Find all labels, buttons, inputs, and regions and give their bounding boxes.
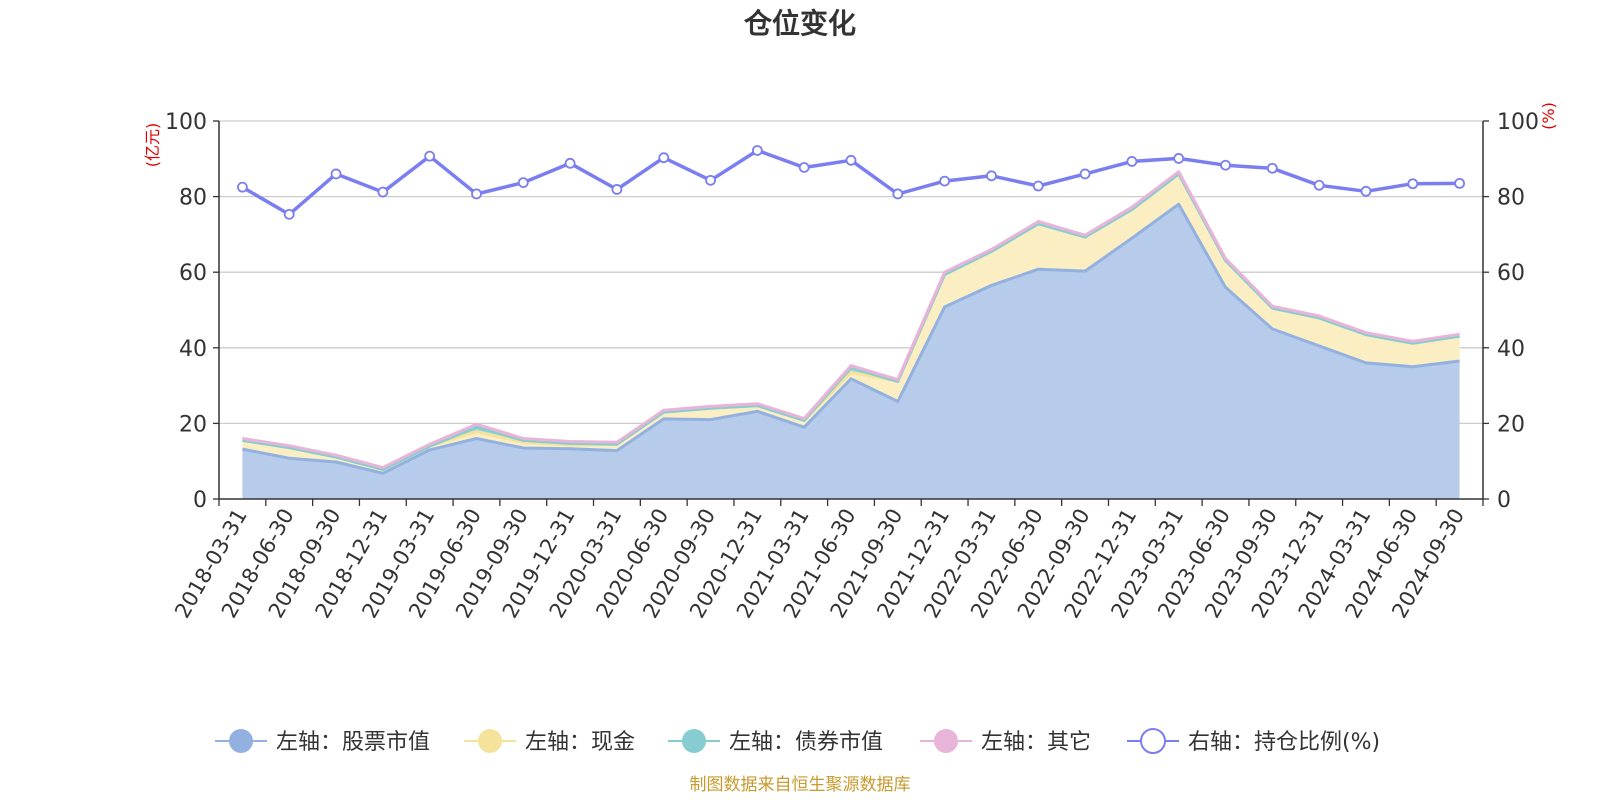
ratio-point	[564, 157, 576, 169]
ratio-point	[611, 184, 623, 195]
ratio-point	[1407, 178, 1419, 190]
ratio-point	[1454, 177, 1465, 189]
ratio-point	[658, 152, 670, 164]
area-左轴：股票市值	[242, 204, 1460, 499]
legend-label: 左轴：债券市值	[729, 730, 883, 755]
area-line-左轴：股票市值	[242, 202, 1460, 475]
ratio-point	[1313, 179, 1325, 191]
legend-label: 左轴：股票市值	[276, 730, 430, 755]
ratio-point	[798, 162, 810, 173]
left-y-tick-label: 0	[193, 488, 207, 513]
legend-marker	[682, 729, 706, 753]
left-y-tick-label: 100	[165, 110, 207, 135]
ratio-point	[377, 186, 389, 198]
legend-item: 左轴：债券市值	[668, 729, 883, 755]
left-y-tick-label: 80	[179, 186, 207, 211]
ratio-point	[424, 150, 436, 162]
legend-label: 左轴：现金	[525, 730, 635, 755]
ratio-point	[986, 170, 997, 182]
ratio-point	[705, 174, 716, 186]
ratio-point	[1126, 156, 1138, 167]
ratio-point	[237, 181, 248, 193]
ratio-point	[471, 188, 482, 200]
ratio-point	[845, 154, 857, 166]
legend-item: 左轴：其它	[920, 729, 1091, 755]
holding-ratio-series	[237, 145, 1465, 220]
right-y-tick-label: 100	[1497, 110, 1539, 135]
ratio-point	[283, 208, 295, 220]
ratio-point	[1032, 180, 1044, 192]
data-source-note: 制图数据来自恒生聚源数据库	[690, 775, 911, 795]
left-y-tick-label: 20	[179, 412, 207, 437]
ratio-point	[517, 177, 529, 189]
stacked-areas	[242, 170, 1460, 499]
legend-marker	[478, 729, 502, 753]
ratio-point	[1360, 185, 1372, 197]
legend: 左轴：股票市值 左轴：现金 左轴：债券市值 左轴：其它 右轴：持仓比例(%)	[215, 728, 1380, 755]
legend-label: 左轴：其它	[981, 730, 1091, 755]
ratio-point	[939, 175, 951, 187]
ratio-point	[1266, 162, 1278, 174]
right-y-tick-label: 0	[1497, 488, 1511, 513]
right-y-tick-label: 60	[1497, 261, 1525, 286]
ratio-point	[1220, 159, 1231, 171]
ratio-point	[1079, 168, 1091, 180]
legend-marker	[1140, 728, 1166, 754]
legend-label: 右轴：持仓比例(%)	[1188, 730, 1380, 755]
right-y-tick-label: 20	[1497, 412, 1525, 437]
left-y-tick-label: 60	[179, 261, 207, 286]
legend-marker	[229, 729, 253, 753]
legend-item: 左轴：股票市值	[215, 729, 430, 755]
ratio-point	[892, 188, 904, 200]
legend-item: 右轴：持仓比例(%)	[1127, 728, 1380, 755]
ratio-point	[330, 168, 342, 180]
chart-title: 仓位变化	[744, 7, 856, 40]
right-axis-unit: (%)	[1539, 102, 1558, 130]
area-line-左轴：其它	[242, 170, 1460, 470]
ratio-point	[1173, 153, 1185, 164]
ratio-point	[751, 145, 763, 156]
left-axis-unit: (亿元)	[143, 123, 162, 168]
legend-item: 左轴：现金	[464, 729, 635, 755]
legend-marker	[934, 729, 958, 753]
right-y-tick-label: 40	[1497, 337, 1525, 362]
left-y-tick-label: 40	[179, 337, 207, 362]
right-y-tick-label: 80	[1497, 186, 1525, 211]
